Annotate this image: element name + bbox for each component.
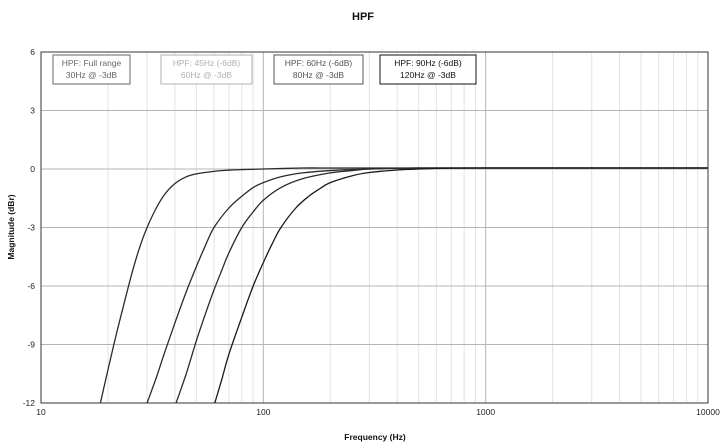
legend-label: HPF: 45Hz (-6dB) [173,58,241,68]
legend-entry-4: HPF: 90Hz (-6dB) 120Hz @ -3dB [379,54,477,85]
y-tick-label: 0 [30,164,35,174]
y-tick-label: 6 [30,47,35,57]
y-tick-label: -6 [27,281,35,291]
chart-title: HPF [352,11,374,23]
legend-sublabel: 30Hz @ -3dB [66,70,117,80]
series-lines [99,167,708,404]
y-axis-label: Magnitude (dBr) [6,194,16,259]
legend-box [273,54,364,85]
legend-box [160,54,253,85]
x-tick-label: 10000 [696,407,720,417]
x-axis-label: Frequency (Hz) [344,432,406,442]
x-tick-label: 10 [36,407,46,417]
legend-label: HPF: 90Hz (-6dB) [394,58,462,68]
y-tick-label: -12 [23,398,36,408]
y-tick-label: 3 [30,106,35,116]
x-tick-label: 100 [256,407,270,417]
legend-sublabel: 60Hz @ -3dB [181,70,232,80]
legend-entry-2: HPF: 45Hz (-6dB) 60Hz @ -3dB [160,54,253,85]
y-tick-label: -3 [27,223,35,233]
series-line-4 [214,167,708,404]
legend-box [52,54,131,85]
legend-label: HPF: Full range [62,58,122,68]
legend: HPF: Full range 30Hz @ -3dB HPF: 45Hz (-6d… [52,54,477,85]
legend-box [379,54,477,85]
y-tick-label: -9 [27,340,35,350]
legend-sublabel: 120Hz @ -3dB [400,70,456,80]
legend-entry-1: HPF: Full range 30Hz @ -3dB [52,54,131,85]
x-tick-label: 1000 [476,407,495,417]
legend-entry-3: HPF: 60Hz (-6dB) 80Hz @ -3dB [273,54,364,85]
legend-sublabel: 80Hz @ -3dB [293,70,344,80]
legend-label: HPF: 60Hz (-6dB) [285,58,353,68]
plot-frame [40,51,709,404]
